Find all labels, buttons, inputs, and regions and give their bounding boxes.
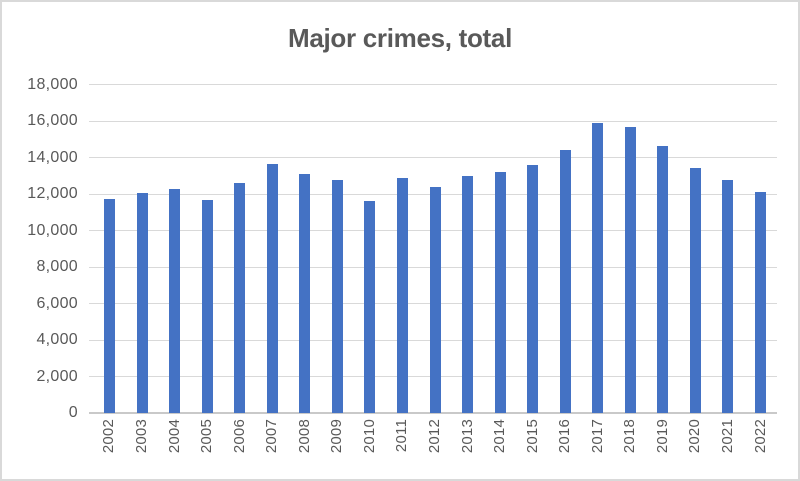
- bar-2020: [689, 168, 701, 413]
- bar-2016: [559, 150, 571, 413]
- x-axis-label-2011: 2011: [393, 419, 411, 453]
- bar-2007: [266, 163, 278, 413]
- x-axis-label-2021: 2021: [718, 419, 736, 454]
- bar-2010: [364, 201, 376, 413]
- bar-2003: [136, 193, 148, 413]
- x-axis-label-2015: 2015: [523, 419, 541, 454]
- x-axis-label-2009: 2009: [328, 419, 346, 454]
- x-axis-label-2020: 2020: [686, 419, 704, 454]
- x-axis-label-2014: 2014: [491, 419, 509, 454]
- bar-2014: [494, 172, 506, 413]
- y-axis-tick-label: 2,000: [36, 367, 78, 385]
- x-axis-label-2008: 2008: [295, 419, 313, 454]
- bar-2017: [592, 122, 604, 413]
- bar-2018: [624, 127, 636, 413]
- bar-2019: [657, 145, 669, 413]
- x-axis-label-2022: 2022: [751, 419, 769, 454]
- y-axis-tick-label: 0: [68, 404, 78, 421]
- y-axis-tick-label: 12,000: [27, 185, 78, 202]
- gridline: [89, 84, 777, 85]
- gridline: [89, 120, 777, 122]
- y-axis-tick-label: 6,000: [36, 294, 78, 312]
- x-axis-line: [89, 412, 777, 414]
- y-axis-tick-label: 14,000: [27, 148, 78, 166]
- bar-2021: [722, 180, 734, 413]
- bar-2006: [234, 183, 246, 413]
- y-axis-tick-label: 4,000: [36, 331, 78, 348]
- y-axis-tick-label: 8,000: [36, 258, 78, 275]
- x-axis-label-2006: 2006: [230, 419, 248, 454]
- bar-2011: [396, 178, 408, 413]
- x-axis-label-2017: 2017: [588, 419, 606, 454]
- bar-2009: [331, 180, 343, 413]
- x-axis-label-2002: 2002: [100, 419, 118, 454]
- y-axis-tick-label: 10,000: [27, 221, 78, 239]
- y-axis-tick-label: 18,000: [27, 75, 78, 93]
- gridline: [89, 157, 777, 158]
- x-axis-label-2012: 2012: [426, 419, 443, 454]
- bar-2008: [299, 173, 311, 413]
- x-axis-label-2013: 2013: [458, 419, 476, 454]
- y-axis-tick-label: 16,000: [27, 112, 78, 129]
- bar-2005: [201, 200, 213, 413]
- x-axis-label-2004: 2004: [165, 419, 183, 454]
- x-axis-label-2016: 2016: [556, 419, 574, 454]
- x-axis-label-2018: 2018: [621, 419, 639, 454]
- x-axis-label-2010: 2010: [360, 419, 378, 454]
- bar-2002: [103, 199, 115, 413]
- x-axis-label-2003: 2003: [133, 419, 151, 454]
- chart-title: Major crimes, total: [287, 23, 513, 53]
- bar-2022: [755, 192, 767, 413]
- x-axis-label-2007: 2007: [263, 419, 281, 454]
- x-axis-label-2005: 2005: [198, 419, 216, 454]
- x-axis-label-2019: 2019: [653, 419, 671, 454]
- bar-2015: [527, 164, 539, 413]
- bar-2013: [462, 175, 474, 413]
- bar-2012: [429, 186, 441, 413]
- bar-2004: [169, 188, 181, 413]
